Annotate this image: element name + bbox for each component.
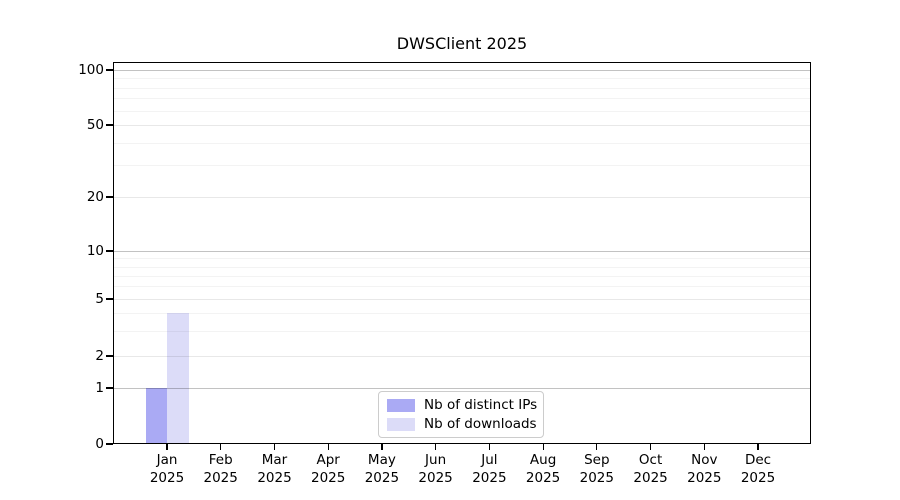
gridline-50 (113, 125, 811, 126)
x-tick-label-7: Aug 2025 (515, 452, 571, 487)
x-tick-label-5: Jun 2025 (408, 452, 464, 487)
x-tickmark-2 (273, 444, 276, 450)
x-tick-label-4: May 2025 (354, 452, 410, 487)
plot-frame (113, 62, 811, 444)
y-tickmark-10 (106, 250, 113, 252)
x-tick-label-2: Mar 2025 (247, 452, 303, 487)
minor-gridline-8 (113, 266, 811, 268)
y-tick-label-5: 5 (95, 291, 104, 307)
legend-swatch-downloads (387, 417, 415, 431)
y-tickmark-0 (106, 443, 113, 445)
y-tick-label-0: 0 (95, 436, 104, 452)
minor-gridline-30 (113, 165, 811, 167)
minor-gridline-4 (113, 312, 811, 314)
x-tick-year: 2025 (311, 469, 346, 486)
x-tick-month: Jun (425, 452, 447, 468)
x-tick-month: Feb (208, 452, 233, 468)
legend-entry-downloads: Nb of downloads (387, 416, 537, 432)
legend-swatch-distinct-ips (387, 398, 415, 412)
minor-gridline-80 (113, 87, 811, 89)
x-tick-year: 2025 (740, 469, 776, 486)
minor-gridline-60 (113, 110, 811, 112)
y-tick-label-10: 10 (86, 243, 104, 259)
x-tick-year: 2025 (687, 469, 722, 486)
x-tickmark-4 (381, 444, 383, 450)
x-tick-label-10: Nov 2025 (676, 452, 732, 487)
legend-entry-distinct-ips: Nb of distinct IPs (387, 397, 538, 413)
x-tick-label-6: Jul 2025 (461, 452, 517, 487)
y-tick-label-100: 100 (78, 62, 104, 78)
gridline-1 (113, 388, 811, 389)
x-tickmark-9 (649, 444, 652, 450)
bar-downloads-0 (167, 312, 189, 444)
x-tick-label-0: Jan 2025 (139, 452, 195, 487)
x-tick-month: May (367, 452, 396, 468)
chart-title: DWSClient 2025 (396, 34, 528, 53)
y-tickmark-50 (106, 124, 113, 126)
x-tick-label-3: Apr 2025 (300, 452, 356, 487)
bar-distinct-ips-0 (145, 388, 167, 444)
minor-gridline-90 (113, 78, 811, 80)
minor-gridline-40 (113, 142, 811, 144)
x-tickmark-5 (435, 444, 437, 450)
x-tick-month: Aug (529, 452, 557, 468)
x-tick-month: Jan (156, 452, 178, 468)
x-tick-year: 2025 (149, 469, 185, 486)
x-tick-year: 2025 (418, 469, 453, 486)
x-tick-month: Sep (584, 452, 610, 468)
x-tick-label-11: Dec 2025 (730, 452, 786, 487)
minor-gridline-7 (113, 275, 811, 277)
x-tick-month: Nov (691, 452, 718, 468)
legend-label-downloads: Nb of downloads (424, 416, 537, 432)
minor-gridline-70 (113, 98, 811, 100)
x-tickmark-3 (327, 444, 329, 450)
x-tick-month: Mar (261, 452, 288, 468)
x-tick-year: 2025 (525, 469, 561, 486)
x-tick-year: 2025 (633, 469, 668, 486)
x-tickmark-11 (757, 444, 759, 450)
y-tickmark-20 (106, 196, 113, 198)
gridline-2 (113, 356, 811, 357)
minor-gridline-3 (113, 330, 811, 332)
x-tick-label-8: Sep 2025 (569, 452, 625, 487)
x-tickmark-1 (220, 444, 222, 450)
y-tickmark-100 (106, 69, 113, 71)
gridline-100 (113, 70, 811, 71)
x-tickmark-7 (542, 444, 544, 450)
legend: Nb of distinct IPs Nb of downloads (378, 391, 544, 438)
x-tickmark-10 (703, 444, 705, 450)
plot-area (113, 62, 811, 444)
gridline-20 (113, 197, 811, 198)
gridline-10 (113, 251, 811, 252)
y-tick-label-2: 2 (95, 348, 104, 364)
x-tick-year: 2025 (203, 469, 238, 486)
y-tickmark-5 (106, 298, 113, 300)
gridline-5 (113, 299, 811, 300)
y-tick-label-1: 1 (95, 380, 104, 396)
x-tick-year: 2025 (472, 469, 507, 486)
x-tick-month: Dec (744, 452, 772, 468)
y-tick-label-50: 50 (86, 117, 104, 133)
y-tick-label-20: 20 (86, 189, 104, 205)
y-tickmark-1 (106, 387, 113, 389)
y-tickmark-2 (106, 355, 113, 357)
minor-gridline-9 (113, 258, 811, 260)
x-tick-year: 2025 (579, 469, 614, 486)
x-tick-year: 2025 (257, 469, 292, 486)
x-tickmark-6 (488, 444, 490, 450)
x-tick-year: 2025 (364, 469, 400, 486)
x-tickmark-0 (166, 444, 168, 450)
x-tick-month: Jul (481, 452, 498, 468)
x-tickmark-8 (596, 444, 598, 450)
minor-gridline-6 (113, 286, 811, 288)
x-tick-label-1: Feb 2025 (193, 452, 249, 487)
x-tick-label-9: Oct 2025 (623, 452, 679, 487)
legend-label-distinct-ips: Nb of distinct IPs (424, 397, 538, 413)
x-tick-month: Oct (638, 452, 663, 468)
x-tick-month: Apr (316, 452, 340, 468)
